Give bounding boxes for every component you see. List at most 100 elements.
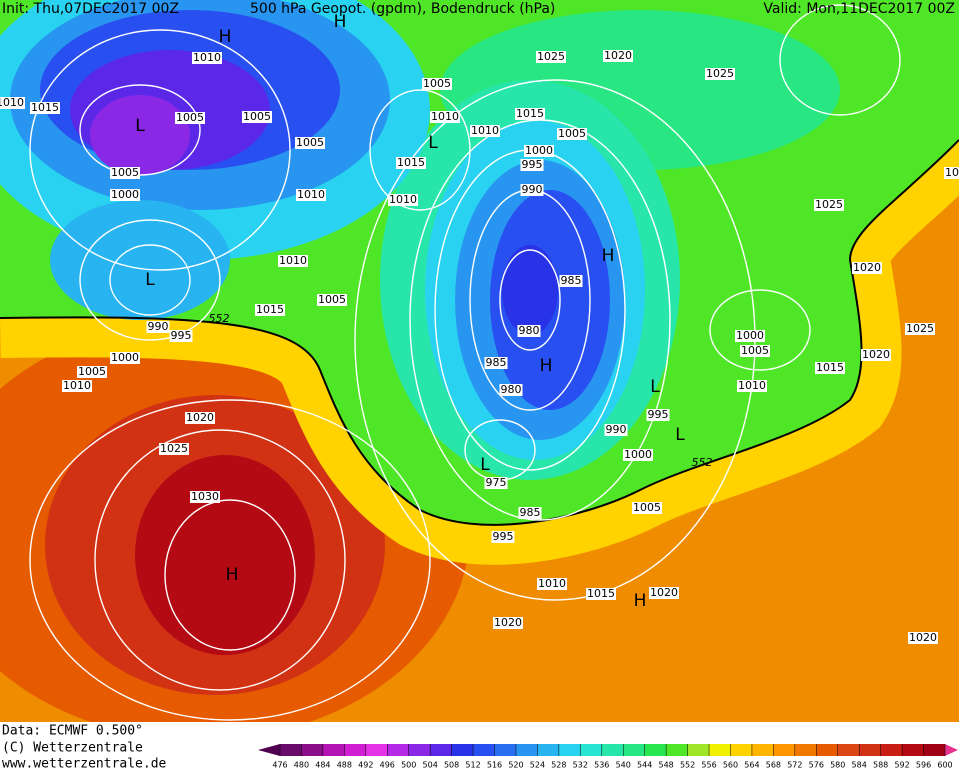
isobar-label: 990 [606,423,627,436]
isobar [29,29,291,271]
label-box [62,380,92,392]
isobar-label: 1000 [111,188,139,201]
colorbar-cell [301,744,324,756]
isobar-label: 1000 [624,448,652,461]
label-box [484,357,508,369]
isobar-label: 1005 [558,127,586,140]
colorbar-tick-label: 504 [423,761,438,770]
valid-label: Valid: Mon,11DEC2017 00Z [763,1,955,17]
map-title: 500 hPa Geopot. (gpdm), Bodendruck (hPa) [250,1,555,17]
label-box [169,330,193,342]
colorbar-cell [408,744,431,756]
label-box [470,125,500,137]
label-box [524,145,554,157]
label-box [396,157,426,169]
label-box [737,380,767,392]
label-box [430,111,460,123]
geopotential-label: 552 [692,456,713,469]
colorbar-tick-label: 560 [723,761,738,770]
label-box [649,587,679,599]
label-box [814,199,844,211]
colorbar-tick-label: 544 [637,761,652,770]
colorbar-tick-label: 572 [787,761,802,770]
label-box [623,449,653,461]
isobar-label: 1020 [494,616,522,629]
label-box [646,409,670,421]
isobar-label: 1010 [193,51,221,64]
label-box [185,412,215,424]
label-box [296,189,326,201]
isobar [709,289,811,371]
isobar-label: 1005 [423,77,451,90]
isobar-label: 990 [148,320,169,333]
isobar-label: 1020 [862,348,890,361]
colorbar-tick-label: 584 [852,761,867,770]
colorbar-cell [816,744,839,756]
label-box [493,617,523,629]
colorbar-cell [601,744,624,756]
colorbar-cell [473,744,496,756]
colorbar-tick-label: 488 [337,761,352,770]
colorbar-tick-label: 492 [358,761,373,770]
colorbar-cell [580,744,603,756]
pressure-center: H [602,246,615,266]
label-box [110,167,140,179]
colorbar-cell [623,744,646,756]
colorbar-low-arrow [258,744,280,756]
isobar-label: 1020 [909,631,937,644]
isobar [79,219,221,341]
pressure-center: H [634,591,647,611]
label-box [278,255,308,267]
label-box [632,502,662,514]
isobar-label: 1025 [906,322,934,335]
label-box [110,352,140,364]
isobar-label: 1020 [650,586,678,599]
label-box [0,97,25,109]
isobar-label: 995 [522,158,543,171]
isobar-label: 1010 [63,379,91,392]
isobar-label: 1020 [604,49,632,62]
label-box [317,294,347,306]
copyright: (C) Wetterzentrale [2,741,143,756]
pressure-center: H [219,27,232,47]
init-label: Init: Thu,07DEC2017 00Z [2,1,179,17]
isobar-label: 1005 [176,111,204,124]
isobar [29,399,431,721]
isobar-label: 1020 [853,261,881,274]
colorbar-cell [923,744,946,756]
colorbar-tick-label: 592 [894,761,909,770]
colorbar-cell [751,744,774,756]
isobar-label: 1015 [397,156,425,169]
label-box [484,477,508,489]
colorbar-cell [880,744,903,756]
colorbar-cell [430,744,453,756]
isobar [109,244,191,316]
pressure-center: L [428,133,438,153]
label-box [190,491,220,503]
isobar-label: 10 [945,166,959,179]
isobar-label: 1010 [297,188,325,201]
label-box [159,443,189,455]
isobar-label: 1025 [537,50,565,63]
isobar-label: 1010 [0,96,24,109]
isobar-label: 1025 [815,198,843,211]
colorbar-tick-label: 556 [701,761,716,770]
pressure-center: L [650,377,660,397]
colorbar-cell [709,744,731,756]
colorbar-tick-label: 536 [594,761,609,770]
label-box [255,304,285,316]
isobar-label: 1015 [256,303,284,316]
colorbar-cell [280,744,302,756]
isobar-label: 1015 [516,107,544,120]
colorbar-tick-label: 516 [487,761,502,770]
colorbar-cell [666,744,689,756]
colorbar-tick-label: 540 [616,761,631,770]
label-box [603,50,633,62]
isobar [94,429,346,691]
label-box [175,112,205,124]
colorbar-cell [730,744,753,756]
isobar [779,4,901,116]
isobar-label: 1015 [816,361,844,374]
colorbar-cell [344,744,367,756]
